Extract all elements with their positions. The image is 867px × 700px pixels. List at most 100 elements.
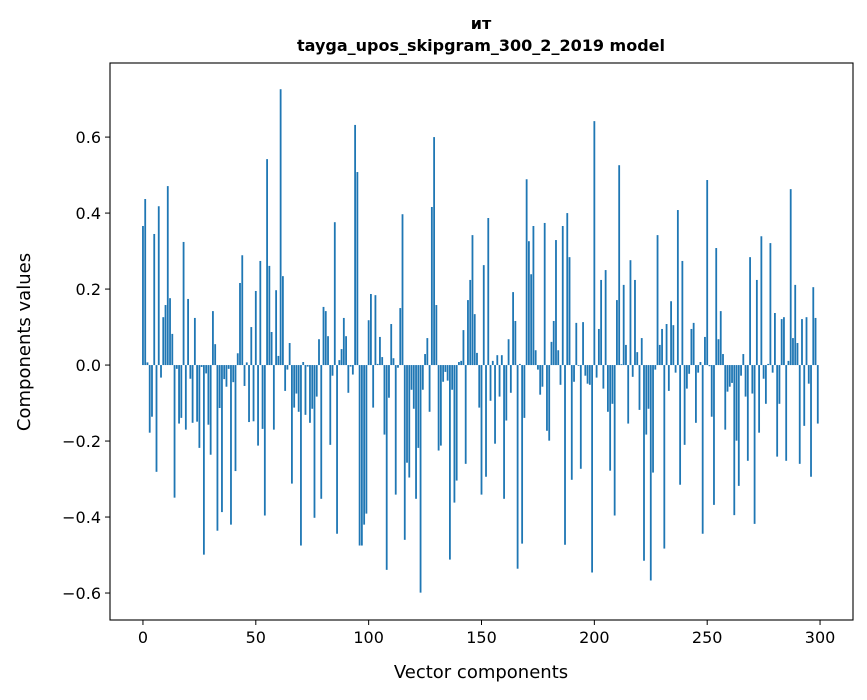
bar [663,365,666,549]
bar [216,365,219,531]
bar [160,365,162,378]
bar [514,320,517,366]
bar [166,186,169,366]
bar [733,365,736,516]
bar [503,365,505,499]
bar [279,89,282,366]
bar [706,180,709,366]
x-axis-ticks: 0 50 100 150 200 250 300 [138,620,835,647]
bar [505,365,508,421]
bar [753,365,756,524]
bar [494,365,496,444]
bar [347,365,350,393]
bar [408,365,411,478]
bar [462,330,465,366]
bar [295,365,298,394]
bar [428,365,431,412]
bar [491,360,494,366]
bar [667,365,670,391]
bar [435,305,438,366]
bar [243,365,246,386]
bar [573,365,575,382]
y-tick-label: −0.2 [62,432,101,451]
bar [665,324,668,366]
bar [509,365,512,393]
bar [654,365,657,370]
bar [162,317,165,366]
bar [645,365,648,435]
chart-title-line1: ит [471,14,492,33]
bar [340,349,343,366]
x-tick-label: 150 [466,628,497,647]
bar [365,365,368,514]
bar [196,365,199,422]
bar [187,298,189,366]
bar [803,365,806,426]
bar [548,365,551,441]
bar [516,365,519,569]
bar [370,294,372,366]
bar [647,365,650,409]
bar [769,243,772,366]
bar [600,279,603,366]
bar [755,279,758,366]
bar [742,354,745,366]
bar [417,365,420,448]
bar [324,311,327,366]
bar [695,365,697,423]
bar [746,365,749,461]
bar [582,322,584,366]
bar [512,292,515,366]
bar [205,365,208,374]
bar [419,365,422,593]
bar [433,137,436,366]
bar [232,365,235,383]
x-axis-label: Vector components [394,662,568,683]
bar [697,365,700,373]
bar [527,241,530,366]
bar [722,354,724,366]
bar [771,365,774,373]
bar [394,365,397,495]
bar [331,365,334,376]
bar [789,189,792,366]
bar [171,333,174,366]
bar [731,365,733,383]
bar [306,365,309,367]
bar [708,365,711,367]
bar [616,300,618,366]
bar [550,341,553,366]
bar [559,365,562,385]
bar [557,350,560,366]
bar [629,260,632,366]
bar [570,365,573,480]
bar [342,317,345,366]
y-tick-label: −0.4 [62,508,101,527]
bar [367,320,370,366]
bar [704,336,706,366]
bar [681,260,684,366]
bar [345,336,347,366]
bar [313,365,316,518]
bar [453,365,456,503]
bar [252,365,255,422]
bar [236,353,239,366]
bar [652,365,654,473]
bar [193,317,196,366]
bar [266,159,268,366]
bar [239,282,241,366]
bar [320,365,323,499]
bar [374,295,377,366]
bar [412,365,415,409]
bar [383,365,386,435]
x-tick-label: 200 [579,628,610,647]
bar [460,360,463,366]
bar [281,276,284,366]
bar [685,365,688,389]
bar [218,365,221,408]
bar [611,365,614,404]
bar [415,365,417,499]
bar [142,225,144,366]
bar [293,365,296,408]
bar [676,210,679,366]
